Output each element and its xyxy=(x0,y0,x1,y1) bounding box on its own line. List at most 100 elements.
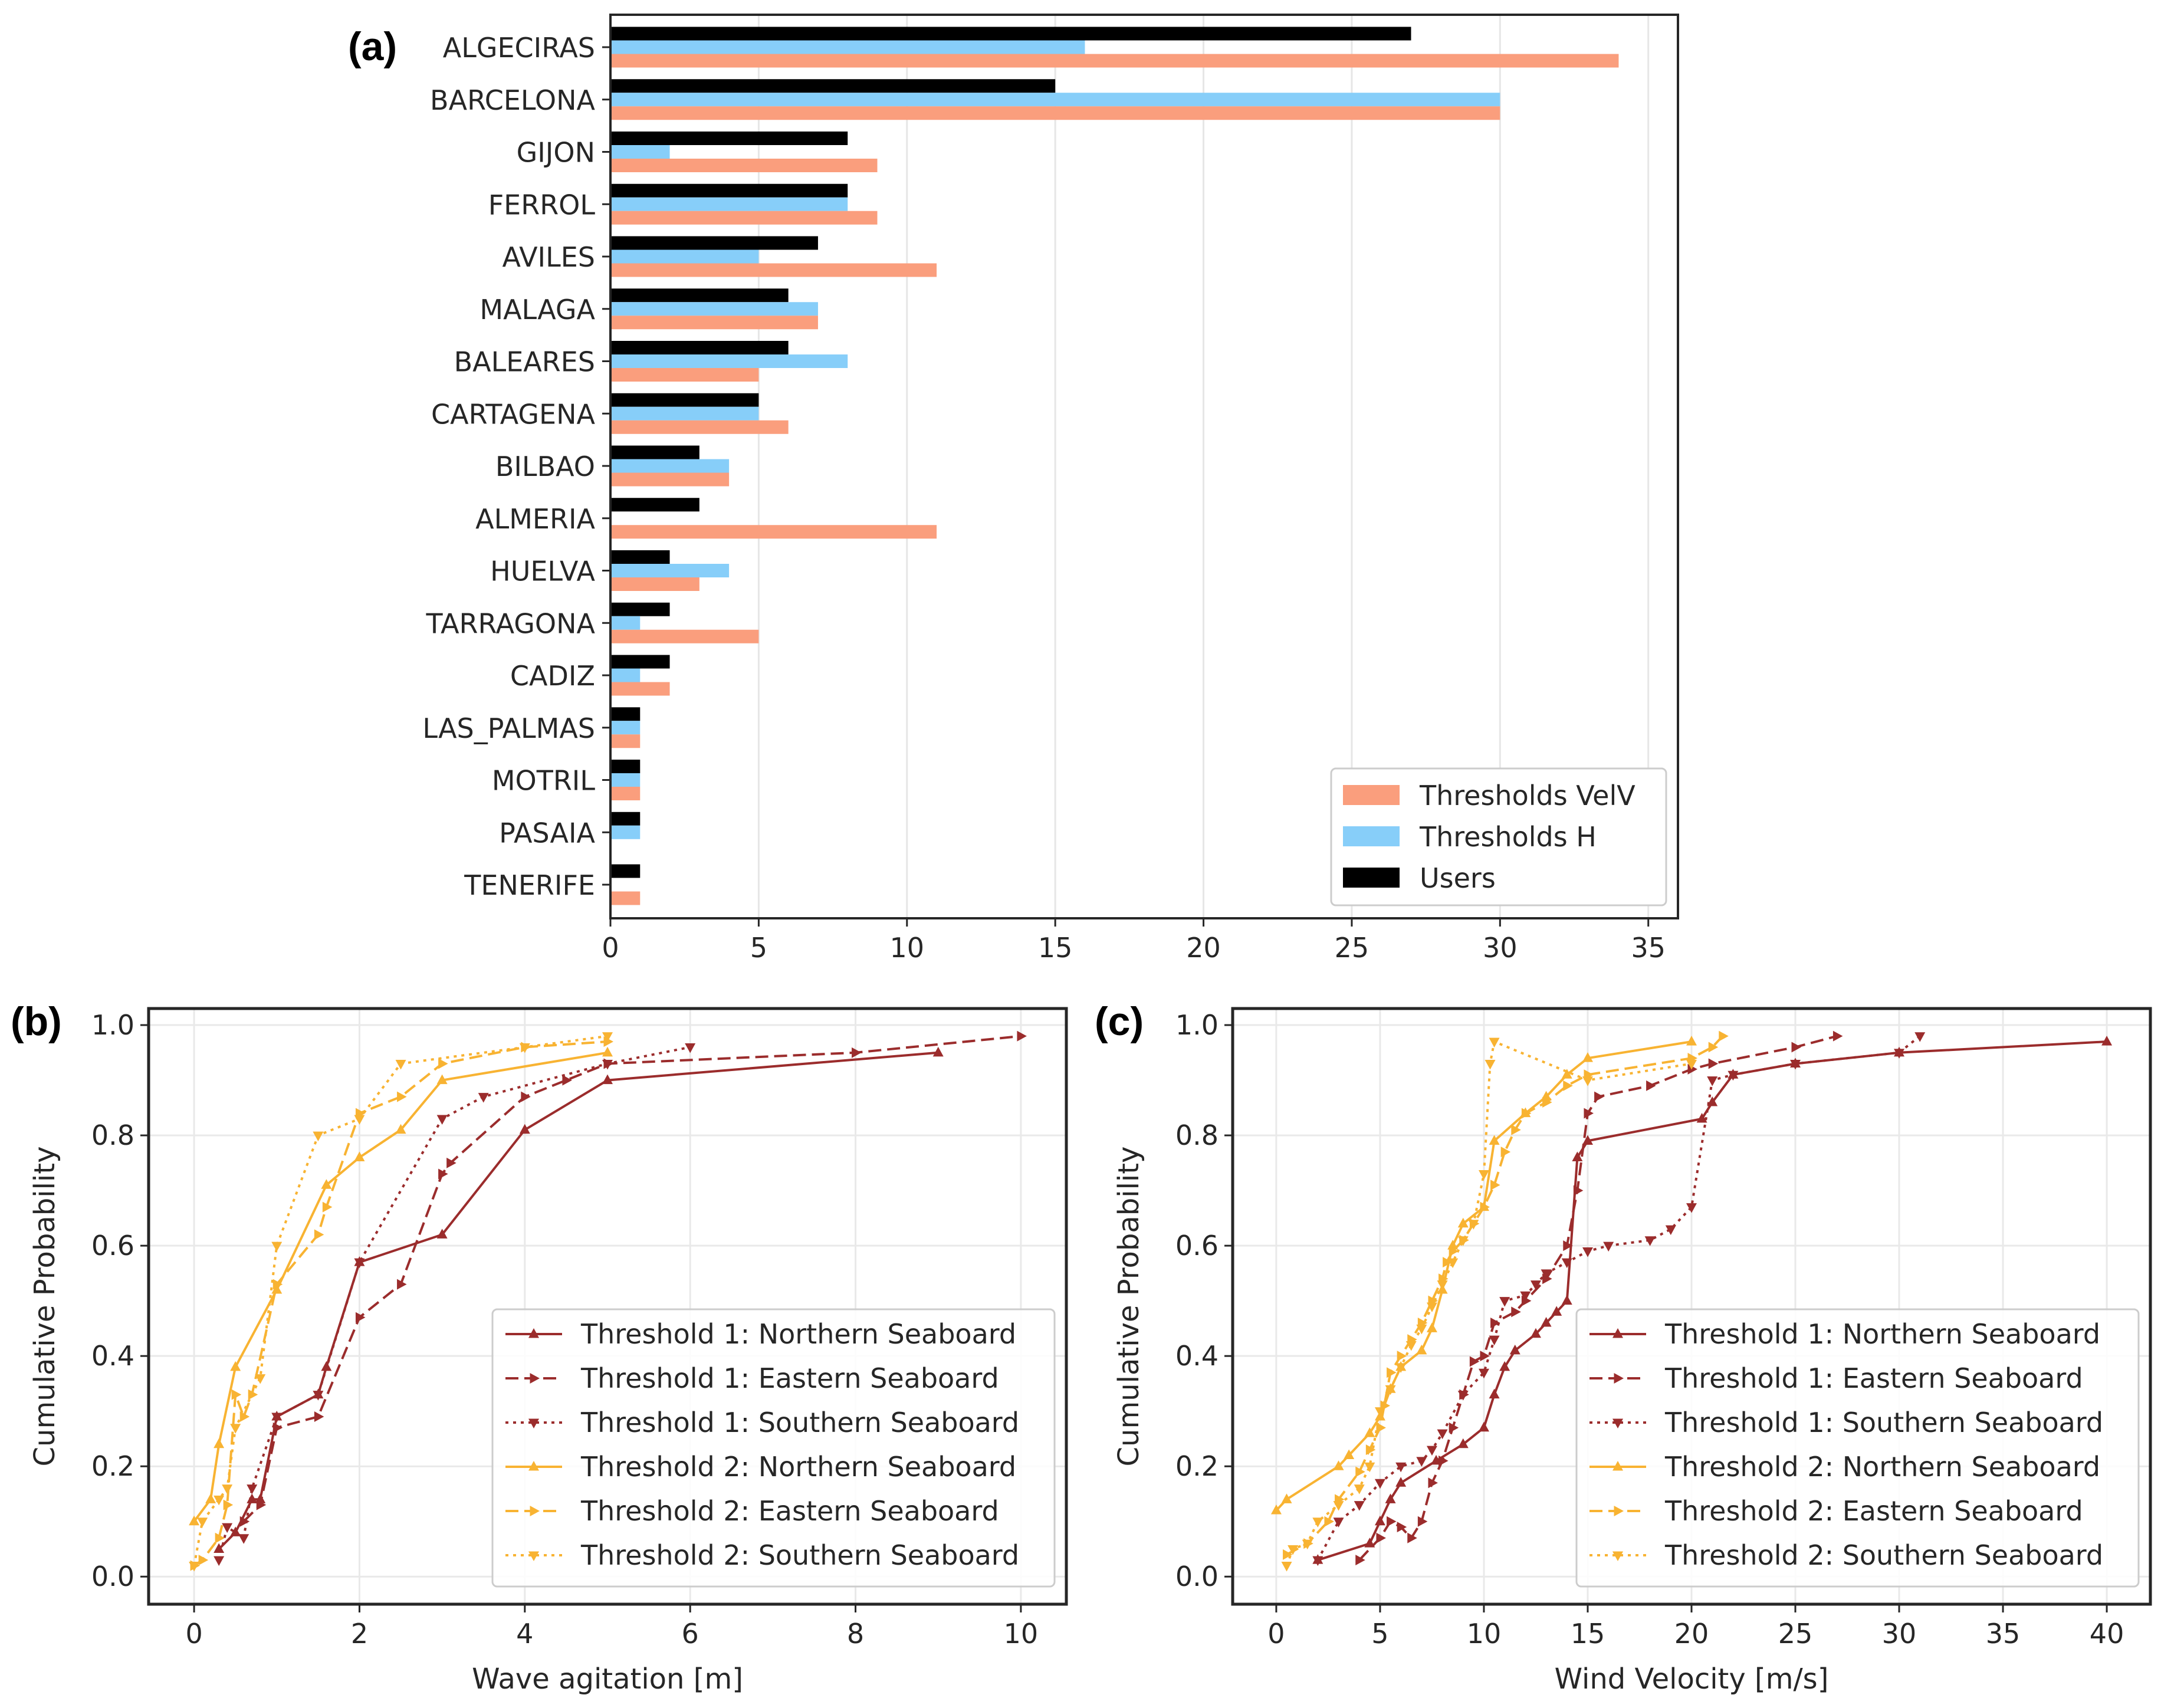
point-b-threshold-2-eastern-seaboard-4 xyxy=(231,1389,242,1400)
bar-users-cartagena xyxy=(610,393,759,407)
point-c-threshold-2-northern-seaboard-1 xyxy=(1281,1493,1292,1503)
bar-users-aviles xyxy=(610,236,818,250)
point-c-threshold-2-northern-seaboard-9 xyxy=(1426,1322,1437,1332)
bar-users-pasaia xyxy=(610,812,641,826)
point-b-threshold-1-eastern-seaboard-4 xyxy=(355,1312,366,1323)
point-c-threshold-1-southern-seaboard-15 xyxy=(1561,1258,1572,1269)
point-c-threshold-1-eastern-seaboard-10 xyxy=(1469,1356,1480,1367)
point-c-threshold-2-southern-seaboard-2 xyxy=(1302,1539,1313,1550)
xtick-label-a-5: 25 xyxy=(1335,932,1369,964)
point-c-threshold-1-southern-seaboard-16 xyxy=(1582,1247,1593,1257)
legend-marker-c-threshold-2-eastern-seaboard xyxy=(1614,1506,1624,1516)
point-c-threshold-2-southern-seaboard-12 xyxy=(1426,1302,1437,1312)
legend-label-b-threshold-1-northern-seaboard: Threshold 1: Northern Seaboard xyxy=(580,1318,1016,1350)
point-c-threshold-2-northern-seaboard-3 xyxy=(1344,1449,1355,1459)
point-b-threshold-1-southern-seaboard-9 xyxy=(602,1060,613,1070)
point-c-threshold-1-eastern-seaboard-20 xyxy=(1646,1080,1656,1091)
point-b-threshold-1-southern-seaboard-7 xyxy=(436,1115,448,1125)
point-c-threshold-2-southern-seaboard-17 xyxy=(1478,1170,1489,1180)
bar-thresholds-h-barcelona xyxy=(610,93,1500,107)
point-b-threshold-1-eastern-seaboard-11 xyxy=(852,1047,862,1058)
point-b-threshold-2-northern-seaboard-2 xyxy=(214,1438,225,1448)
point-c-threshold-2-northern-seaboard-0 xyxy=(1270,1505,1282,1515)
point-b-threshold-2-southern-seaboard-0 xyxy=(189,1562,200,1572)
point-c-threshold-2-eastern-seaboard-15 xyxy=(1449,1246,1459,1257)
point-b-threshold-1-southern-seaboard-10 xyxy=(685,1043,696,1053)
bar-thresholds-velv-gijon xyxy=(610,159,878,172)
point-c-threshold-1-southern-seaboard-7 xyxy=(1437,1429,1448,1440)
point-b-threshold-1-eastern-seaboard-3 xyxy=(314,1411,324,1423)
xtick-label-c-3: 15 xyxy=(1571,1618,1605,1650)
point-b-threshold-2-eastern-seaboard-2 xyxy=(215,1532,225,1543)
legend-label-b-threshold-1-southern-seaboard: Threshold 1: Southern Seaboard xyxy=(580,1407,1019,1438)
point-c-threshold-1-eastern-seaboard-13 xyxy=(1511,1306,1521,1318)
bar-thresholds-velv-cadiz xyxy=(610,682,670,696)
point-c-threshold-2-southern-seaboard-0 xyxy=(1281,1562,1292,1572)
bar-thresholds-h-cadiz xyxy=(610,668,641,682)
point-c-threshold-1-northern-seaboard-13 xyxy=(1551,1306,1562,1316)
point-c-threshold-2-southern-seaboard-21 xyxy=(1686,1060,1697,1070)
point-b-threshold-2-southern-seaboard-10 xyxy=(519,1043,530,1053)
point-c-threshold-1-eastern-seaboard-23 xyxy=(1791,1042,1802,1053)
point-c-threshold-1-eastern-seaboard-11 xyxy=(1480,1351,1490,1362)
point-c-threshold-1-northern-seaboard-4 xyxy=(1395,1477,1407,1487)
point-b-threshold-2-southern-seaboard-5 xyxy=(255,1374,266,1384)
point-b-threshold-2-northern-seaboard-9 xyxy=(602,1046,613,1057)
bar-thresholds-velv-motril xyxy=(610,787,641,800)
legend-box-c xyxy=(1575,1308,2140,1588)
point-b-threshold-2-northern-seaboard-3 xyxy=(230,1361,241,1371)
point-c-threshold-1-eastern-seaboard-0 xyxy=(1355,1555,1365,1566)
xtick-label-a-4: 20 xyxy=(1186,932,1221,964)
ytick-label-b-3: 0.6 xyxy=(91,1230,134,1262)
point-b-threshold-1-southern-seaboard-0 xyxy=(214,1556,225,1566)
point-b-threshold-1-southern-seaboard-3 xyxy=(247,1484,258,1494)
point-c-threshold-1-eastern-seaboard-12 xyxy=(1490,1318,1500,1329)
point-c-threshold-1-southern-seaboard-21 xyxy=(1707,1076,1718,1086)
xtick-label-b-3: 6 xyxy=(682,1618,699,1650)
legend-label-thresholds-h: Thresholds H xyxy=(1419,821,1597,853)
point-c-threshold-1-eastern-seaboard-24 xyxy=(1832,1030,1843,1042)
legend-label-b-threshold-2-northern-seaboard: Threshold 2: Northern Seaboard xyxy=(580,1451,1016,1483)
point-c-threshold-2-eastern-seaboard-5 xyxy=(1365,1444,1376,1456)
point-c-threshold-1-northern-seaboard-14 xyxy=(1561,1295,1572,1305)
point-b-threshold-1-eastern-seaboard-7 xyxy=(446,1157,456,1168)
panel-label-c: (c) xyxy=(1095,999,1144,1044)
point-b-threshold-2-southern-seaboard-7 xyxy=(313,1131,324,1142)
bar-thresholds-velv-cartagena xyxy=(610,420,789,434)
point-b-threshold-1-northern-seaboard-11 xyxy=(932,1046,944,1057)
point-c-threshold-1-southern-seaboard-10 xyxy=(1489,1335,1500,1346)
bar-thresholds-h-huelva xyxy=(610,564,730,577)
point-c-threshold-2-eastern-seaboard-22 xyxy=(1521,1108,1532,1119)
point-c-threshold-2-northern-seaboard-8 xyxy=(1416,1344,1427,1355)
bar-thresholds-velv-algeciras xyxy=(610,54,1619,68)
point-c-threshold-2-northern-seaboard-2 xyxy=(1333,1460,1344,1470)
series-line-c-threshold-2-southern-seaboard xyxy=(1285,1040,1692,1566)
panel-label-b: (b) xyxy=(11,999,62,1044)
point-c-threshold-2-southern-seaboard-4 xyxy=(1333,1501,1344,1511)
bar-thresholds-velv-las_palmas xyxy=(610,734,641,748)
point-c-threshold-1-southern-seaboard-6 xyxy=(1426,1446,1437,1456)
ytick-label-las_palmas: LAS_PALMAS xyxy=(422,712,595,744)
xaxis-label-b: Wave agitation [m] xyxy=(472,1663,743,1696)
ytick-label-b-0: 0.0 xyxy=(91,1561,134,1592)
legend-marker-c-threshold-2-northern-seaboard xyxy=(1612,1461,1623,1471)
legend-box-b xyxy=(491,1308,1056,1588)
ytick-label-cadiz: CADIZ xyxy=(510,660,595,692)
xaxis-label-c: Wind Velocity [m/s] xyxy=(1555,1663,1829,1696)
point-c-threshold-2-northern-seaboard-12 xyxy=(1457,1217,1469,1228)
ytick-label-c-3: 0.6 xyxy=(1175,1230,1219,1262)
point-b-threshold-1-eastern-seaboard-8 xyxy=(521,1091,531,1102)
point-c-threshold-2-eastern-seaboard-18 xyxy=(1480,1201,1490,1213)
series-line-b-threshold-2-southern-seaboard xyxy=(193,1034,608,1566)
point-b-threshold-2-southern-seaboard-1 xyxy=(197,1518,208,1528)
point-c-threshold-2-southern-seaboard-18 xyxy=(1485,1060,1496,1070)
point-c-threshold-2-eastern-seaboard-24 xyxy=(1563,1080,1573,1091)
point-c-threshold-2-northern-seaboard-17 xyxy=(1561,1069,1572,1079)
bar-thresholds-h-algeciras xyxy=(610,40,1085,54)
ytick-label-tarragona: TARRAGONA xyxy=(426,607,596,639)
point-c-threshold-1-southern-seaboard-19 xyxy=(1665,1225,1676,1236)
xtick-label-a-0: 0 xyxy=(602,932,619,964)
point-c-threshold-2-eastern-seaboard-0 xyxy=(1283,1549,1293,1560)
point-b-threshold-1-eastern-seaboard-1 xyxy=(256,1499,267,1510)
point-c-threshold-1-eastern-seaboard-2 xyxy=(1387,1516,1397,1527)
